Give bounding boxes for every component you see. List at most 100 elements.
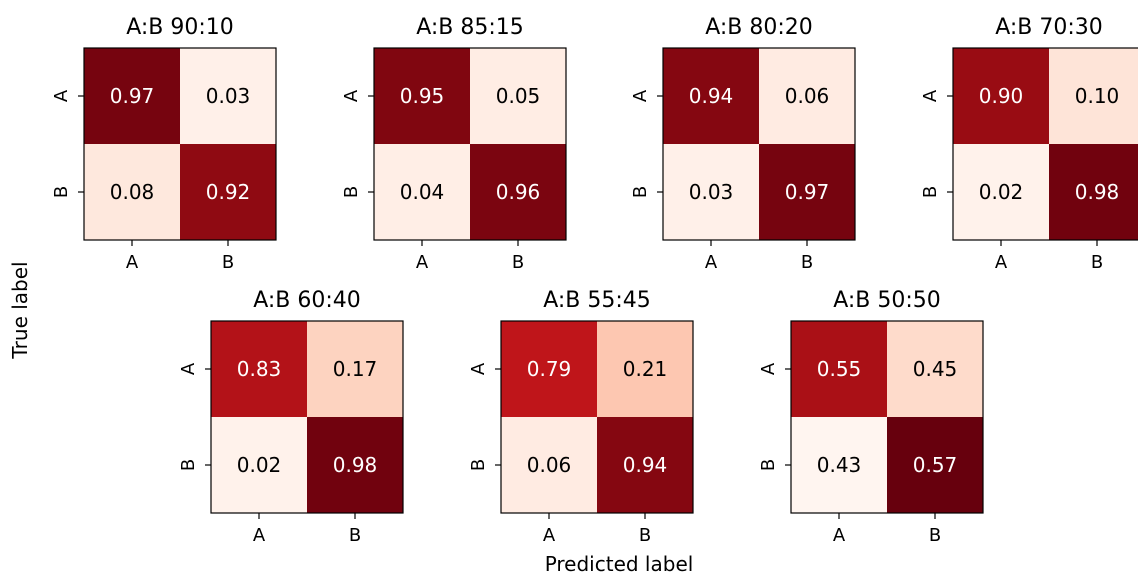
y-tick-label: B [178,459,199,471]
x-tick-label: A [543,525,556,546]
confusion-matrix-panel: 0.79 0.21 0.06 0.94 A:B 55:45 A B A B [468,288,694,546]
heatmap-cell [663,144,759,240]
y-tick-label: B [758,459,779,471]
x-tick-label: B [1091,252,1103,273]
cell-value-label: 0.45 [913,357,958,381]
y-tick-label: B [341,186,362,198]
x-tick-label: B [349,525,361,546]
y-tick-label: B [468,459,489,471]
heatmap-cell [374,144,470,240]
x-tick-label: A [995,252,1008,273]
x-tick-label: A [705,252,718,273]
confusion-matrix-panel: 0.97 0.03 0.08 0.92 A:B 90:10 A B A B [51,15,277,273]
panel-title: A:B 50:50 [833,288,941,313]
heatmap-cell [887,417,983,513]
heatmap-cell [663,48,759,144]
heatmap-cell [180,48,276,144]
axes-frame [952,47,1138,241]
cell-value-label: 0.96 [496,180,541,204]
panel-title: A:B 70:30 [995,15,1103,40]
axes-frame [83,47,277,241]
cell-value-label: 0.55 [817,357,862,381]
x-tick-label: B [222,252,234,273]
cell-value-label: 0.05 [496,84,541,108]
heatmap-cell [791,417,887,513]
axes-frame [373,47,567,241]
x-axis-label: Predicted label [545,552,694,576]
y-tick-label: B [630,186,651,198]
y-tick-label: A [758,362,779,375]
cell-value-label: 0.17 [333,357,378,381]
heatmap-cell [759,144,855,240]
cell-value-label: 0.04 [400,180,445,204]
panel-title: A:B 80:20 [705,15,813,40]
heatmap-cell [1049,144,1138,240]
cell-value-label: 0.97 [785,180,830,204]
y-tick-label: A [468,362,489,375]
heatmap-cell [791,321,887,417]
x-tick-label: A [416,252,429,273]
y-tick-label: A [178,362,199,375]
cell-value-label: 0.94 [623,453,668,477]
heatmap-cell [307,321,403,417]
heatmap-cell [470,144,566,240]
confusion-matrix-panel: 0.94 0.06 0.03 0.97 A:B 80:20 A B A B [630,15,856,273]
x-tick-label: B [929,525,941,546]
cell-value-label: 0.03 [689,180,734,204]
panel-title: A:B 55:45 [543,288,651,313]
heatmap-cell [211,321,307,417]
panel-title: A:B 60:40 [253,288,361,313]
cell-value-label: 0.43 [817,453,862,477]
x-tick-label: B [639,525,651,546]
confusion-matrix-panel: 0.95 0.05 0.04 0.96 A:B 85:15 A B A B [341,15,567,273]
heatmap-cell [211,417,307,513]
cell-value-label: 0.02 [979,180,1024,204]
x-tick-label: A [833,525,846,546]
y-tick-label: B [51,186,72,198]
cell-value-label: 0.10 [1075,84,1120,108]
cell-value-label: 0.08 [110,180,155,204]
heatmap-cell [597,321,693,417]
cell-value-label: 0.98 [1075,180,1120,204]
cell-value-label: 0.98 [333,453,378,477]
heatmap-cell [84,48,180,144]
y-tick-label: A [341,89,362,102]
heatmap-cell [501,321,597,417]
cell-value-label: 0.92 [206,180,251,204]
cell-value-label: 0.57 [913,453,958,477]
confusion-matrix-panel: 0.90 0.10 0.02 0.98 A:B 70:30 A B A B [920,15,1138,273]
x-tick-label: A [253,525,266,546]
heatmap-cell [180,144,276,240]
axes-frame [500,320,694,514]
cell-value-label: 0.03 [206,84,251,108]
cell-value-label: 0.95 [400,84,445,108]
cell-value-label: 0.79 [527,357,572,381]
cell-value-label: 0.06 [527,453,572,477]
panel-title: A:B 85:15 [416,15,524,40]
axes-frame [210,320,404,514]
x-tick-label: B [512,252,524,273]
cell-value-label: 0.97 [110,84,155,108]
heatmap-cell [887,321,983,417]
panels-group: 0.97 0.03 0.08 0.92 A:B 90:10 A B A B 0.95 0.05 0.0… [51,15,1138,546]
heatmap-cell [953,48,1049,144]
y-tick-label: A [51,89,72,102]
axes-frame [662,47,856,241]
heatmap-cell [1049,48,1138,144]
cell-value-label: 0.83 [237,357,282,381]
heatmap-cell [84,144,180,240]
axes-frame [790,320,984,514]
heatmap-cell [953,144,1049,240]
cell-value-label: 0.02 [237,453,282,477]
confusion-matrix-panel: 0.83 0.17 0.02 0.98 A:B 60:40 A B A B [178,288,404,546]
heatmap-cell [470,48,566,144]
heatmap-cell [597,417,693,513]
cell-value-label: 0.94 [689,84,734,108]
heatmap-cell [307,417,403,513]
heatmap-cell [759,48,855,144]
x-tick-label: B [801,252,813,273]
heatmap-cell [374,48,470,144]
y-axis-label: True label [8,261,32,359]
y-tick-label: A [920,89,941,102]
